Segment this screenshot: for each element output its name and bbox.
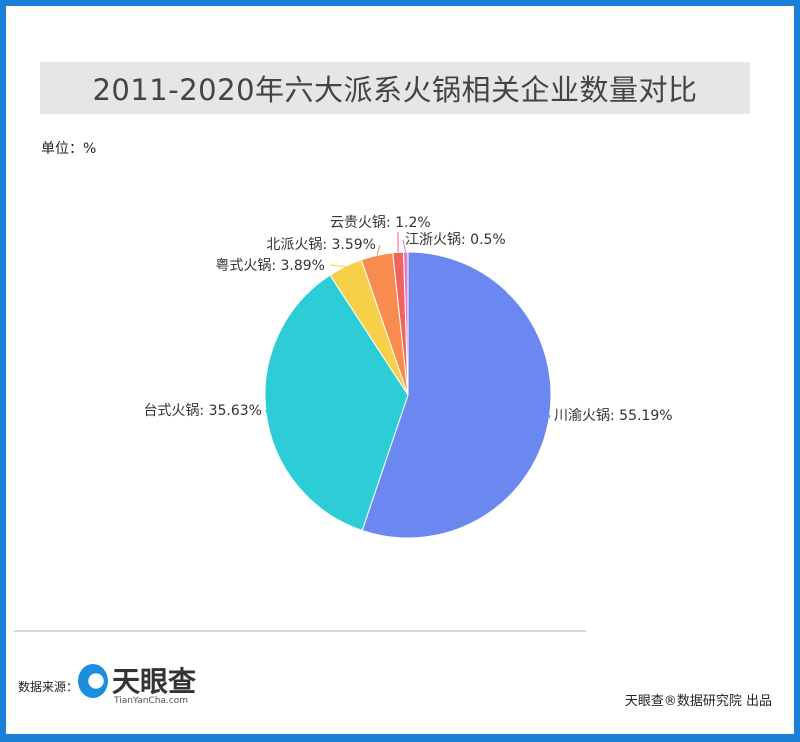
label-leader-line	[329, 264, 346, 268]
tianyancha-logo-icon	[78, 664, 108, 698]
slice-label-chuanyu: 川渝火锅: 55.19%	[554, 408, 673, 424]
slice-label-taishi: 台式火锅: 35.63%	[143, 403, 262, 419]
pie-slice	[361, 251, 552, 539]
chart-title: 2011-2020年六大派系火锅相关企业数量对比	[92, 73, 698, 107]
source-label: 数据来源：	[18, 680, 79, 694]
unit-label: 单位：%	[41, 141, 97, 157]
pie-slice	[402, 251, 409, 396]
logo-subtext: TianYanCha.com	[114, 696, 189, 706]
slice-label-yueshi: 粤式火锅: 3.89%	[215, 258, 325, 274]
title-banner: 2011-2020年六大派系火锅相关企业数量对比	[40, 62, 750, 114]
divider	[14, 630, 586, 632]
label-leader-line	[548, 414, 551, 419]
slice-label-jiangzhe: 江浙火锅: 0.5%	[405, 232, 506, 248]
label-leader-line	[376, 244, 381, 256]
logo-text: 天眼查	[112, 665, 197, 698]
label-leader-line	[402, 239, 407, 253]
slice-label-yungui: 云贵火锅: 1.2%	[330, 215, 431, 231]
credit-text: 天眼查®数据研究院 出品	[624, 694, 772, 709]
slice-label-beipai: 北派火锅: 3.59%	[266, 237, 376, 253]
